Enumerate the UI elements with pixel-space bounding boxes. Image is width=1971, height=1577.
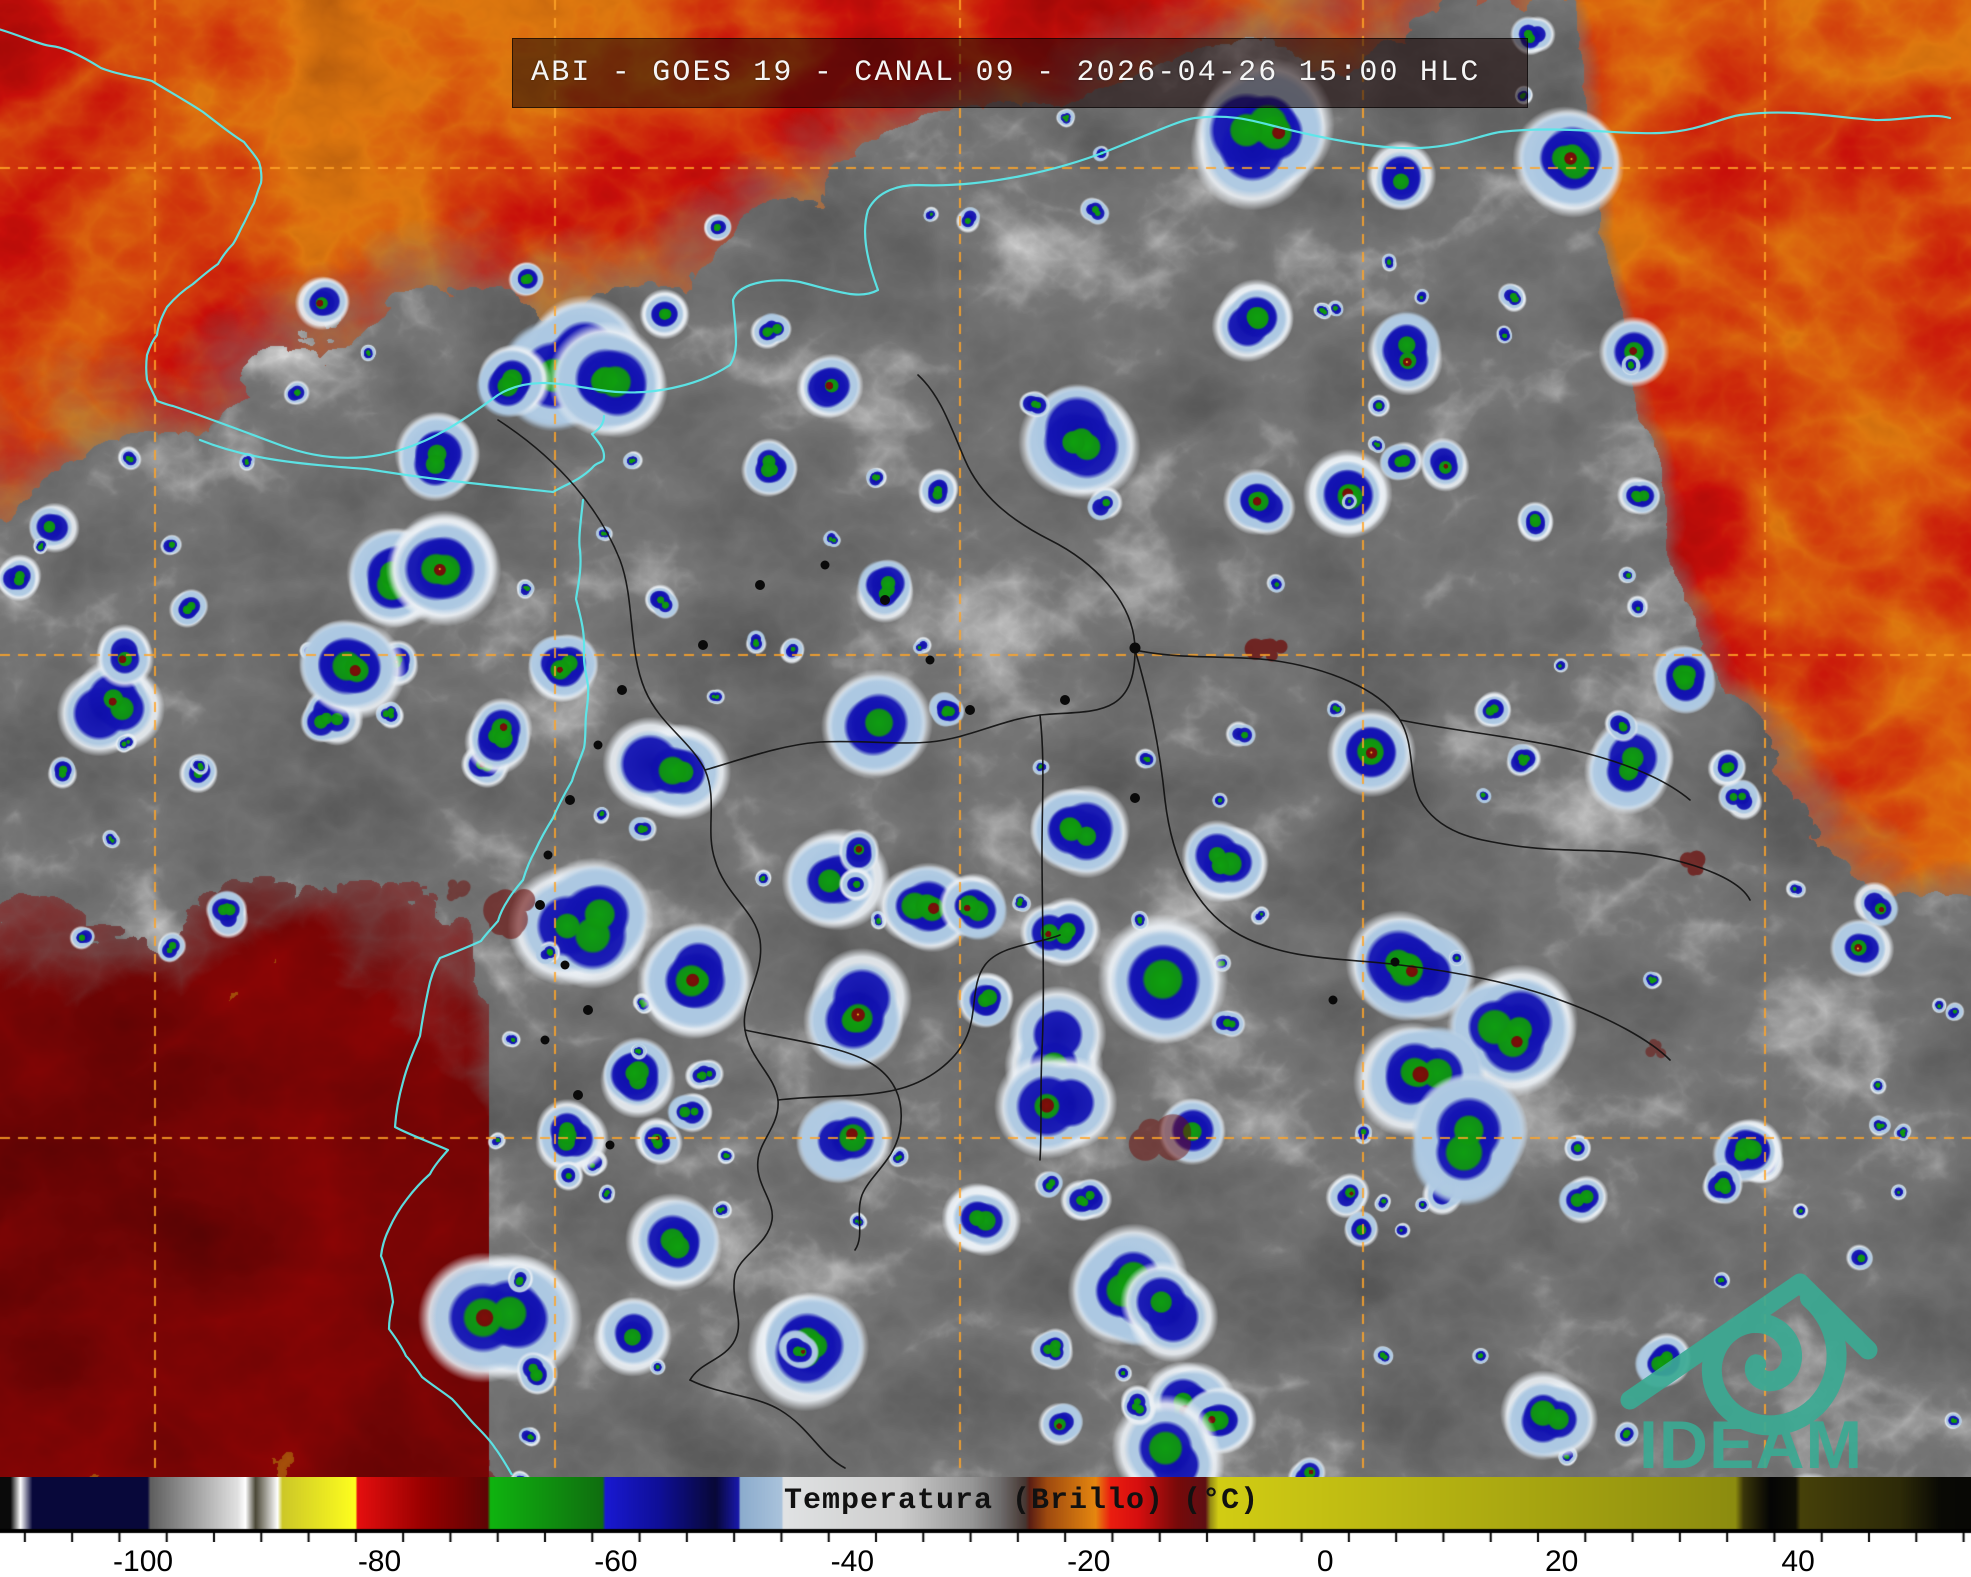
svg-text:IDEAM: IDEAM [1639,1407,1863,1483]
